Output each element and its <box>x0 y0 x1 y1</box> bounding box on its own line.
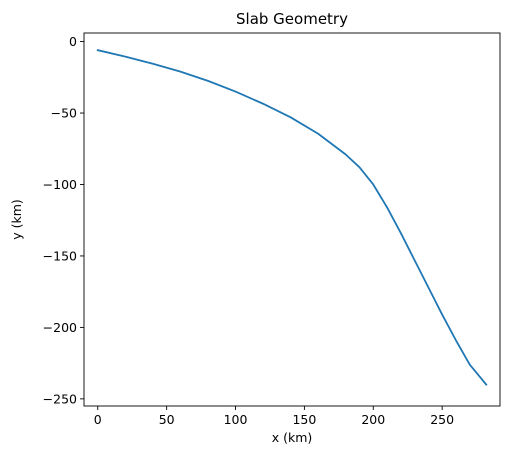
x-axis-label: x (km) <box>272 430 313 445</box>
y-tick-label: −100 <box>43 177 77 192</box>
x-tick-label: 50 <box>159 412 175 427</box>
x-tick-label: 0 <box>94 412 102 427</box>
y-axis: 0 −50 −100 −150 −200 −250 <box>43 34 84 406</box>
x-tick-label: 100 <box>224 412 248 427</box>
x-axis: 0 50 100 150 200 250 <box>94 406 454 427</box>
y-axis-label: y (km) <box>9 199 24 240</box>
plot-frame <box>83 32 501 407</box>
x-tick-label: 150 <box>292 412 316 427</box>
series-layer <box>96 49 488 386</box>
y-tick-label: −50 <box>51 106 77 121</box>
y-tick-label: −150 <box>43 248 77 263</box>
y-tick-label: −250 <box>43 391 77 406</box>
y-tick-label: 0 <box>69 34 77 49</box>
x-tick-label: 250 <box>430 412 454 427</box>
y-tick-label: −200 <box>43 320 77 335</box>
chart-title: Slab Geometry <box>236 10 348 28</box>
x-tick-label: 200 <box>361 412 385 427</box>
plot-area <box>83 32 501 407</box>
series-line-0 <box>96 49 488 386</box>
